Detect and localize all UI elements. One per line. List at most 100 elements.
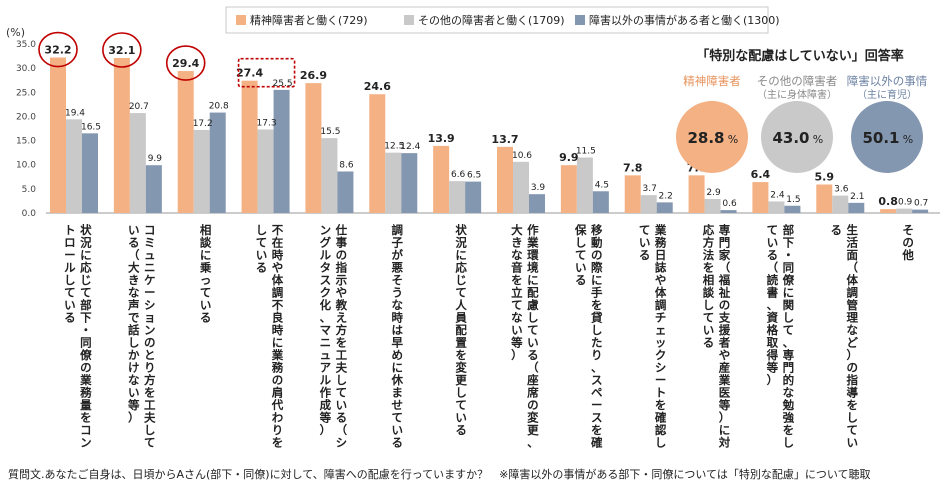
bar-mental-8 [560, 165, 577, 213]
bar-value-label: 0.8 [878, 195, 898, 208]
inset-circle-1 [761, 101, 833, 173]
category-label: コミュニケーションのとり方を工夫している（大きな声で話しかけない等） [127, 223, 156, 450]
inset-value-2: 50.1 [862, 129, 899, 147]
bar-value-label: 0.6 [722, 199, 737, 209]
bar-value-label: 11.5 [576, 146, 596, 156]
bar-mental-2 [177, 71, 194, 213]
inset-unit-1: % [813, 133, 823, 146]
legend-label-0: 精神障害者と働く(729) [250, 13, 368, 27]
bar-mental-7 [497, 146, 513, 213]
highlight-circle-2 [165, 45, 206, 81]
y-tick-label: 20.0 [16, 112, 36, 122]
category-label: 不在時や体調不良時に業務の肩代わりをしている [256, 223, 284, 450]
bar-value-label: 16.5 [81, 122, 101, 132]
category-label: 移動の際に手を貸したり、スペースを確保している [574, 223, 603, 450]
bar-value-label: 20.8 [209, 102, 229, 112]
bar-other-7 [513, 161, 529, 213]
bar-nondisability-8 [592, 191, 609, 213]
bar-value-label: 29.4 [172, 57, 199, 70]
category-label: 状況に応じて人員配置を変更している [454, 223, 467, 437]
bar-mental-9 [624, 175, 641, 213]
bar-value-label: 13.9 [428, 132, 455, 145]
bar-mental-6 [433, 145, 450, 213]
bar-value-label: 6.4 [751, 168, 771, 181]
legend-label-1: その他の障害者と働く(1709) [418, 13, 565, 27]
legend-swatch-0 [236, 15, 246, 25]
inset-sublabel-2: （主に育児） [857, 88, 917, 101]
highlight-circle-0 [38, 31, 78, 68]
bar-value-label: 9.9 [559, 151, 579, 164]
y-tick-label: 10.0 [16, 161, 36, 171]
bar-mental-11 [752, 182, 769, 213]
legend-label-2: 障害以外の事情がある者と働く(1300) [589, 13, 780, 27]
bar-value-label: 3.7 [643, 184, 657, 194]
bar-value-label: 6.6 [451, 170, 466, 180]
bar-value-label: 2.9 [706, 188, 721, 198]
category-label: 業務日誌や体調チェックシートを確認している [639, 223, 667, 450]
bar-mental-13 [880, 209, 897, 213]
bar-other-0 [66, 119, 82, 213]
bar-nondisability-13 [912, 209, 929, 213]
highlights [38, 31, 296, 88]
bar-nondisability-9 [656, 202, 673, 213]
y-tick-label: 0.0 [22, 209, 37, 219]
bar-nondisability-0 [82, 133, 98, 213]
bar-other-10 [704, 198, 721, 213]
bar-value-label: 19.4 [65, 108, 85, 118]
bar-value-label: 2.1 [850, 192, 864, 202]
inset-label-2: 障害以外の事情 [847, 74, 928, 88]
bar-nondisability-2 [209, 112, 226, 213]
bar-value-label: 12.5 [384, 142, 404, 152]
inset-value-1: 43.0 [772, 129, 809, 147]
y-unit-label: (%) [6, 26, 25, 39]
bar-value-label: 25.5 [273, 79, 293, 89]
bar-value-label: 24.6 [364, 80, 391, 93]
bar-other-8 [576, 157, 593, 213]
no-special-care-inset: 「特別な配慮はしていない」回答率 精神障害者 28.8 % その他の障害者（主に身体障… [676, 48, 928, 173]
bar-other-5 [385, 152, 402, 213]
y-tick-label: 35.0 [16, 40, 36, 50]
y-tick-label: 25.0 [16, 88, 36, 98]
bar-value-label: 12.4 [400, 142, 420, 152]
bar-value-label: 9.9 [148, 154, 163, 164]
bar-nondisability-4 [337, 171, 354, 213]
category-label: 調子が悪そうな時は早めに休ませている [390, 223, 403, 450]
bar-value-label: 4.5 [595, 180, 609, 190]
bar-value-label: 8.6 [339, 160, 354, 170]
bar-mental-5 [369, 94, 386, 213]
bar-value-label: 17.2 [193, 119, 213, 129]
bar-nondisability-11 [784, 205, 801, 213]
bar-nondisability-12 [848, 202, 865, 213]
bar-other-9 [640, 195, 657, 213]
y-tick-label: 30.0 [16, 64, 36, 74]
bar-other-11 [768, 201, 785, 213]
inset-circle-0 [676, 101, 748, 173]
bar-value-label: 2.4 [770, 190, 785, 200]
bar-other-4 [321, 138, 338, 213]
legend: 精神障害者と働く(729) その他の障害者と働く(1709) 障害以外の事情がある者… [225, 6, 780, 34]
bar-mental-3 [241, 80, 258, 213]
bar-mental-12 [816, 184, 833, 213]
legend-frame [225, 6, 769, 34]
bar-nondisability-6 [465, 181, 482, 213]
bar-nondisability-5 [401, 153, 418, 213]
bar-other-6 [449, 181, 466, 213]
bar-other-1 [129, 113, 146, 213]
bar-value-label: 2.2 [659, 191, 673, 201]
bar-other-13 [896, 208, 913, 213]
highlight-dashed-box [237, 57, 296, 88]
bar-value-label: 26.9 [300, 69, 327, 82]
category-label: その他 [901, 223, 914, 262]
inset-label-1: その他の障害者 [757, 74, 838, 88]
inset-value-0: 28.8 [687, 129, 724, 147]
bar-other-12 [832, 195, 849, 213]
bar-value-label: 6.5 [467, 171, 481, 181]
category-label: 作業環境に配慮している（座席の変更、大きな音を立てない等） [510, 223, 539, 450]
bars [50, 57, 929, 214]
bar-value-label: 13.7 [491, 133, 518, 146]
bar-nondisability-1 [145, 165, 162, 213]
category-label: 仕事の指示や教え方を工夫している（シングルタスク化、マニュアル作成等） [319, 223, 348, 450]
bar-value-label: 5.9 [815, 171, 835, 184]
inset-title: 「特別な配慮はしていない」回答率 [696, 48, 904, 64]
